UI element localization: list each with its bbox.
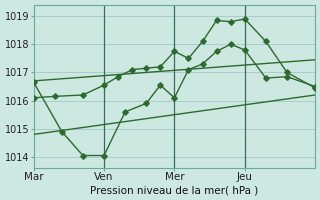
- X-axis label: Pression niveau de la mer( hPa ): Pression niveau de la mer( hPa ): [90, 185, 259, 195]
